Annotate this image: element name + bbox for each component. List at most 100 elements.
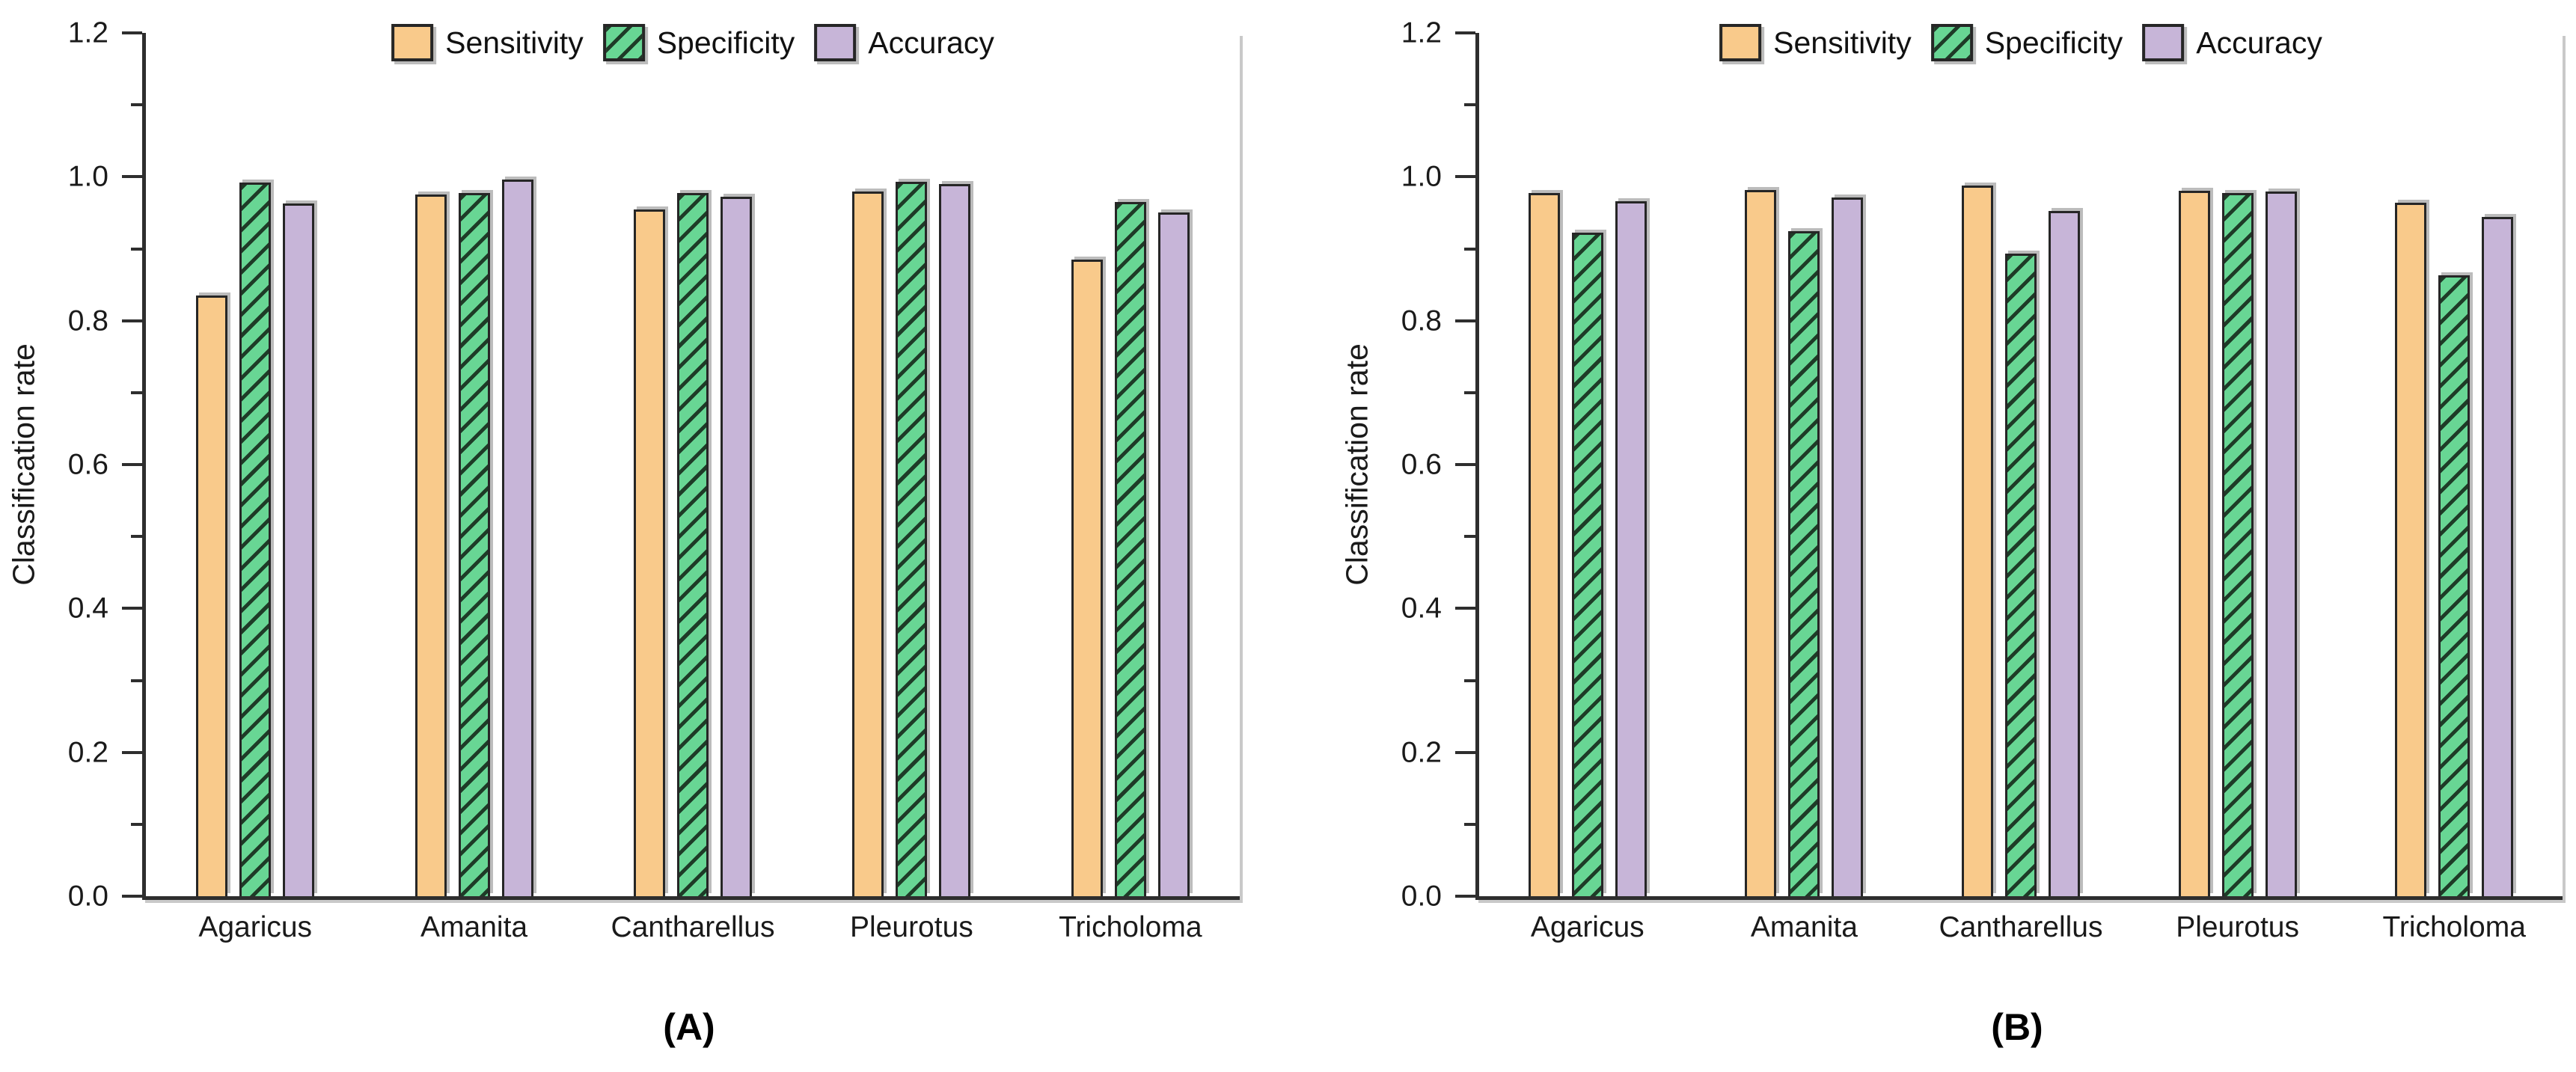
plot-area-A: 0.0 0.2 0.4 0.6 0.8 1.0 1.2 Agaricus Amanita Cant… xyxy=(68,19,1240,942)
legend-label: Accuracy xyxy=(2196,25,2322,60)
category-label: Tricholoma xyxy=(1059,911,1202,943)
bar-B-tricholoma-sensitivity xyxy=(2395,202,2427,896)
y-axis-minor-tick xyxy=(1464,247,1475,251)
legend-label: Specificity xyxy=(1984,25,2123,60)
legend-item-sensitivity: Sensitivity xyxy=(391,24,584,61)
bar-A-amanita-specificity xyxy=(458,192,490,896)
bar-B-amanita-sensitivity xyxy=(1745,189,1777,896)
y-tick-label: 0.6 xyxy=(1401,448,1442,481)
chart-caption-B: (B) xyxy=(1991,1006,2043,1048)
legend-A: Sensitivity Specificity Accuracy xyxy=(391,24,994,61)
bar-B-pleurotus-accuracy xyxy=(2265,191,2297,896)
y-tick-label: 0.6 xyxy=(67,448,108,481)
y-axis-major-tick xyxy=(122,175,142,179)
legend-swatch-sensitivity xyxy=(391,24,434,61)
bar-B-tricholoma-accuracy xyxy=(2482,217,2514,896)
y-axis-minor-tick xyxy=(131,679,142,682)
bar-A-pleurotus-specificity xyxy=(896,182,928,896)
bar-A-pleurotus-sensitivity xyxy=(852,191,884,896)
y-tick-label: 1.0 xyxy=(67,160,108,193)
y-axis-minor-tick xyxy=(1464,679,1475,682)
y-axis-major-tick xyxy=(1455,319,1475,322)
bar-A-amanita-sensitivity xyxy=(414,195,447,896)
bar-B-agaricus-specificity xyxy=(1571,233,1603,896)
y-tick-label: 0.4 xyxy=(67,592,108,625)
bar-A-tricholoma-sensitivity xyxy=(1071,259,1103,896)
y-axis-major-tick xyxy=(122,895,142,898)
legend-label: Specificity xyxy=(656,25,795,60)
bar-B-cantharellus-accuracy xyxy=(2049,210,2080,896)
category-label: Pleurotus xyxy=(2176,911,2299,943)
y-tick-label: 0.0 xyxy=(67,880,108,913)
bar-A-tricholoma-specificity xyxy=(1114,202,1146,896)
bar-A-agaricus-sensitivity xyxy=(196,295,228,896)
bar-A-tricholoma-accuracy xyxy=(1157,212,1190,896)
legend-item-accuracy: Accuracy xyxy=(814,24,994,61)
legend-label: Accuracy xyxy=(868,25,994,60)
legend-label: Sensitivity xyxy=(1773,25,1912,60)
y-tick-label: 0.4 xyxy=(1401,592,1442,625)
y-axis-minor-tick xyxy=(131,535,142,539)
y-axis-major-tick xyxy=(122,750,142,754)
bar-B-amanita-specificity xyxy=(1788,231,1820,896)
y-tick-label: 1.2 xyxy=(1401,16,1442,49)
bar-B-pleurotus-specificity xyxy=(2221,192,2254,896)
y-tick-label: 1.0 xyxy=(1401,160,1442,193)
y-axis-minor-tick xyxy=(131,103,142,107)
y-tick-label: 1.2 xyxy=(67,16,108,49)
bar-B-tricholoma-specificity xyxy=(2438,275,2471,896)
y-tick-label: 0.8 xyxy=(67,304,108,337)
bar-B-pleurotus-sensitivity xyxy=(2178,190,2210,896)
bar-A-amanita-accuracy xyxy=(501,180,533,896)
legend-item-sensitivity: Sensitivity xyxy=(1719,24,1912,61)
y-tick-label: 0.2 xyxy=(1401,736,1442,769)
category-label: Amanita xyxy=(420,911,528,943)
y-axis-major-tick xyxy=(1455,31,1475,34)
bar-A-agaricus-specificity xyxy=(239,183,272,896)
legend-item-specificity: Specificity xyxy=(602,24,795,61)
y-axis-minor-tick xyxy=(131,390,142,394)
y-tick-label: 0.2 xyxy=(67,736,108,769)
legend-swatch-sensitivity xyxy=(1719,24,1762,61)
plot-area-B: 0.0 0.2 0.4 0.6 0.8 1.0 1.2 Agaricus Amanita Cant… xyxy=(1401,19,2563,942)
legend-swatch-accuracy xyxy=(814,24,857,61)
y-axis-major-tick xyxy=(1455,607,1475,610)
y-axis-major-tick xyxy=(122,319,142,322)
y-axis-minor-tick xyxy=(1464,822,1475,826)
bar-B-cantharellus-sensitivity xyxy=(1962,185,1993,896)
y-axis-minor-tick xyxy=(131,247,142,251)
bar-B-agaricus-sensitivity xyxy=(1528,193,1560,896)
y-axis-minor-tick xyxy=(1464,535,1475,539)
y-axis-minor-tick xyxy=(1464,390,1475,394)
legend-label: Sensitivity xyxy=(445,25,584,60)
legend-swatch-specificity xyxy=(1930,24,1973,61)
category-label: Agaricus xyxy=(198,911,313,943)
chart-caption-A: (A) xyxy=(663,1006,715,1048)
y-axis-minor-tick xyxy=(131,822,142,826)
legend-item-specificity: Specificity xyxy=(1930,24,2123,61)
bar-B-cantharellus-specificity xyxy=(2005,254,2037,896)
bar-A-pleurotus-accuracy xyxy=(939,183,971,896)
y-axis-major-tick xyxy=(122,463,142,466)
y-axis-major-tick xyxy=(122,31,142,34)
bar-A-cantharellus-specificity xyxy=(677,193,709,896)
legend-B: Sensitivity Specificity Accuracy xyxy=(1719,24,2322,61)
y-axis-minor-tick xyxy=(1464,103,1475,107)
bar-B-amanita-accuracy xyxy=(1832,197,1864,896)
y-axis-major-tick xyxy=(122,607,142,610)
category-label: Cantharellus xyxy=(611,911,775,943)
y-tick-label: 0.8 xyxy=(1401,304,1442,337)
category-label: Amanita xyxy=(1750,911,1858,943)
legend-item-accuracy: Accuracy xyxy=(2142,24,2322,61)
bar-A-agaricus-accuracy xyxy=(283,203,315,896)
category-label: Cantharellus xyxy=(1939,911,2103,943)
category-label: Agaricus xyxy=(1530,911,1645,943)
y-axis-major-tick xyxy=(1455,895,1475,898)
legend-swatch-accuracy xyxy=(2142,24,2185,61)
category-label: Tricholoma xyxy=(2382,911,2526,943)
category-label: Pleurotus xyxy=(850,911,973,943)
y-axis-major-tick xyxy=(1455,463,1475,466)
y-axis-title-B: Classification rate xyxy=(1339,343,1374,586)
y-tick-label: 0.0 xyxy=(1401,880,1442,913)
